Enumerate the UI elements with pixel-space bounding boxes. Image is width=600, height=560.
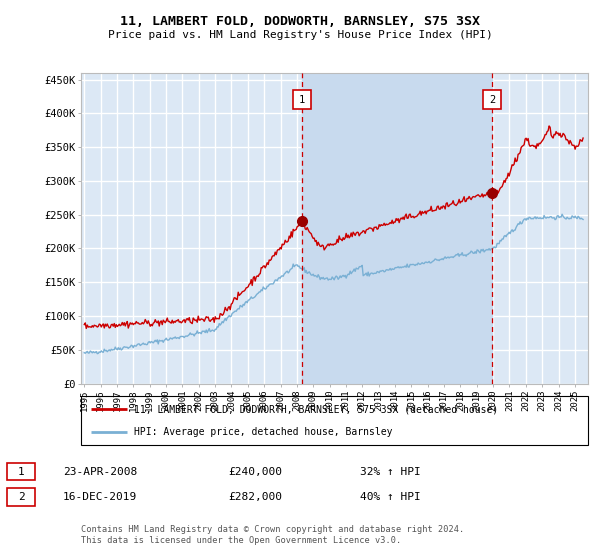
Bar bbox=[293, 90, 311, 109]
Text: 2: 2 bbox=[17, 492, 25, 502]
Bar bbox=[302, 73, 493, 384]
Text: £240,000: £240,000 bbox=[228, 466, 282, 477]
Bar bbox=[484, 90, 502, 109]
Text: 11, LAMBERT FOLD, DODWORTH, BARNSLEY, S75 3SX (detached house): 11, LAMBERT FOLD, DODWORTH, BARNSLEY, S7… bbox=[134, 404, 499, 414]
Text: HPI: Average price, detached house, Barnsley: HPI: Average price, detached house, Barn… bbox=[134, 427, 393, 437]
Text: 1: 1 bbox=[299, 95, 305, 105]
Text: 32% ↑ HPI: 32% ↑ HPI bbox=[360, 466, 421, 477]
Text: 40% ↑ HPI: 40% ↑ HPI bbox=[360, 492, 421, 502]
Text: Contains HM Land Registry data © Crown copyright and database right 2024.
This d: Contains HM Land Registry data © Crown c… bbox=[81, 525, 464, 545]
Text: Price paid vs. HM Land Registry's House Price Index (HPI): Price paid vs. HM Land Registry's House … bbox=[107, 30, 493, 40]
Text: 23-APR-2008: 23-APR-2008 bbox=[63, 466, 137, 477]
Text: 1: 1 bbox=[17, 466, 25, 477]
Text: 11, LAMBERT FOLD, DODWORTH, BARNSLEY, S75 3SX: 11, LAMBERT FOLD, DODWORTH, BARNSLEY, S7… bbox=[120, 15, 480, 27]
Text: 16-DEC-2019: 16-DEC-2019 bbox=[63, 492, 137, 502]
Text: 2: 2 bbox=[490, 95, 496, 105]
Text: £282,000: £282,000 bbox=[228, 492, 282, 502]
